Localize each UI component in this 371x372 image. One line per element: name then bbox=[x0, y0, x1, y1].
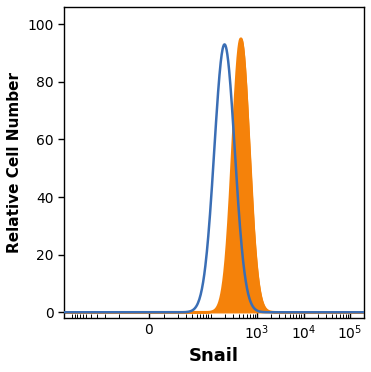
X-axis label: Snail: Snail bbox=[189, 347, 239, 365]
Y-axis label: Relative Cell Number: Relative Cell Number bbox=[7, 72, 22, 253]
